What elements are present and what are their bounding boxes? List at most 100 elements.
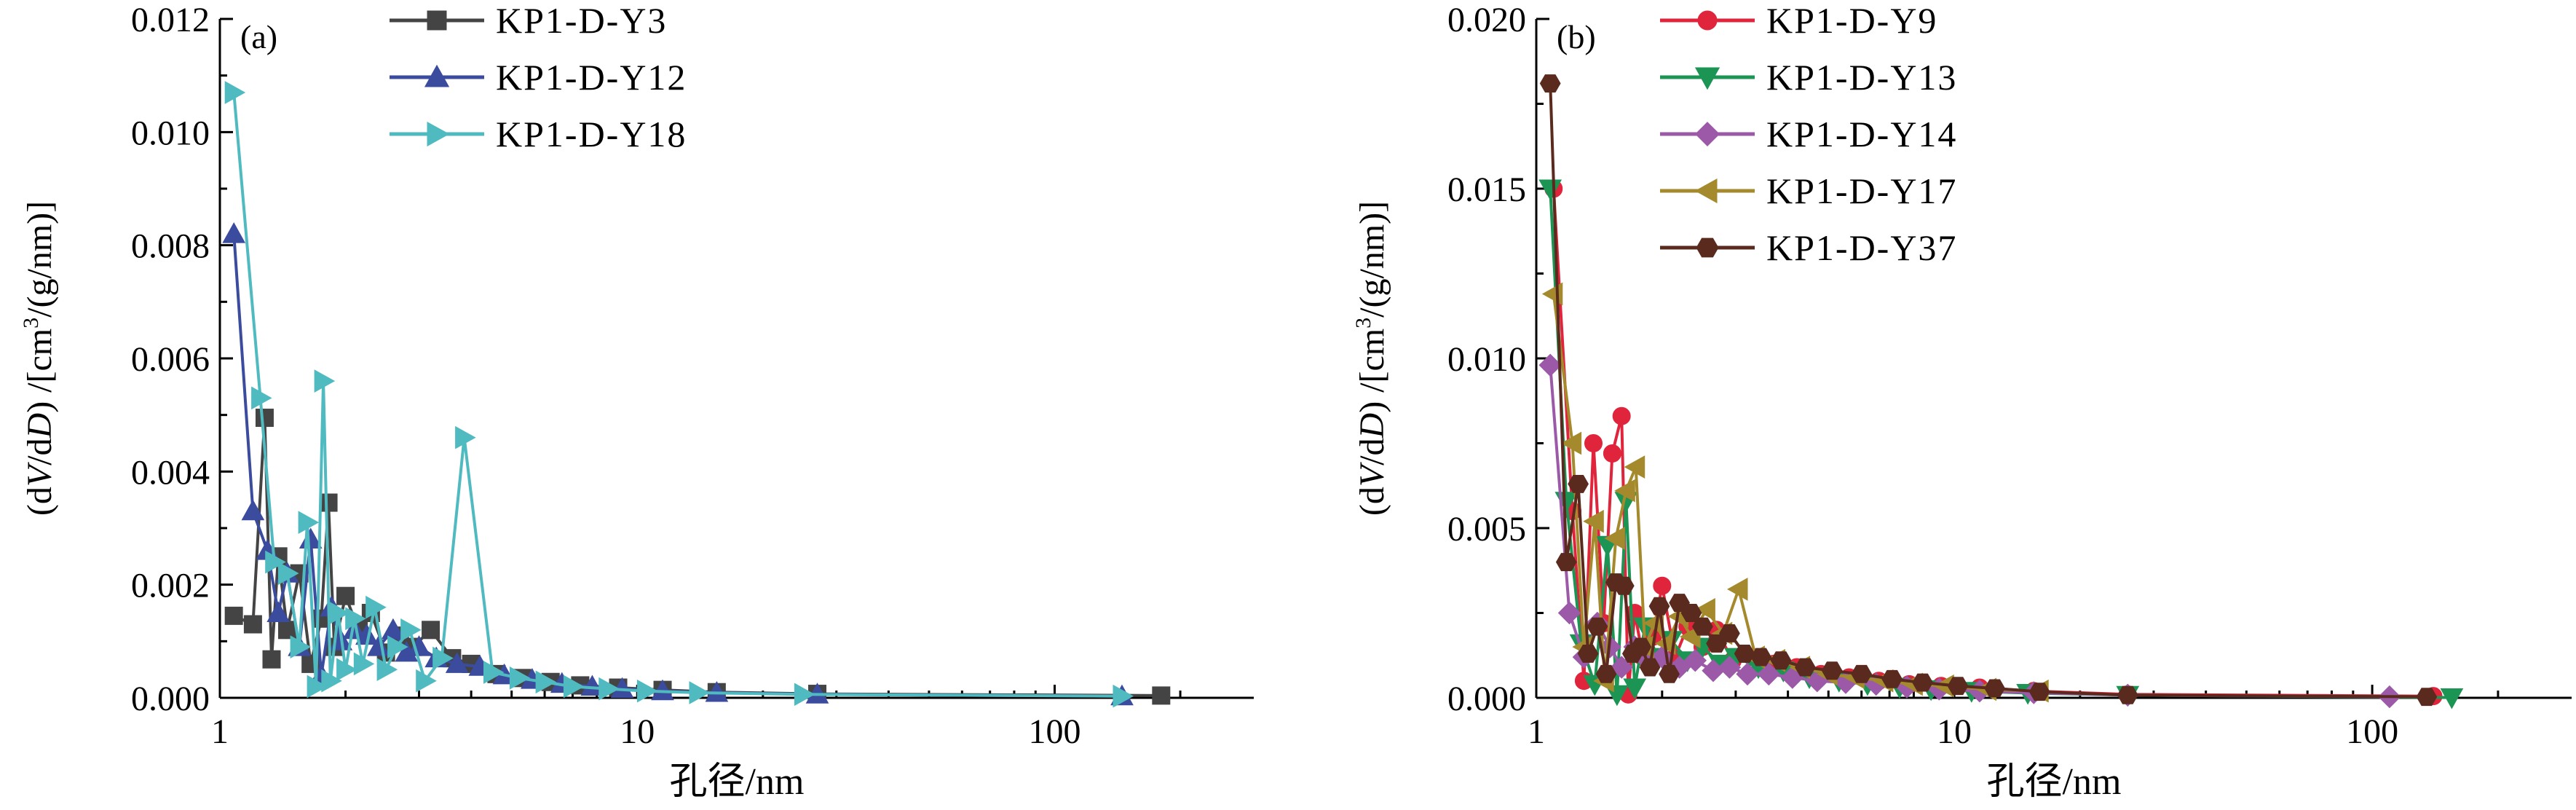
panel-tag: (b)	[1557, 18, 1596, 55]
data-point	[1152, 686, 1171, 705]
legend-label: KP1-D-Y14	[1766, 114, 1957, 154]
legend-marker	[427, 10, 447, 31]
data-point	[1726, 578, 1748, 601]
data-point	[535, 670, 557, 694]
data-point	[1623, 678, 1647, 700]
data-point	[1851, 664, 1873, 683]
data-point	[2028, 683, 2050, 701]
y-tick-label: 0.008	[131, 227, 210, 266]
y-tick-label: 0.006	[131, 340, 210, 379]
data-point	[387, 635, 408, 658]
legend-marker	[1697, 10, 1718, 31]
data-point	[1113, 684, 1134, 708]
data-point	[243, 615, 262, 634]
data-point	[598, 677, 620, 701]
data-point	[563, 675, 585, 699]
x-tick-label: 1	[211, 712, 229, 751]
data-point	[1603, 444, 1621, 463]
data-point	[265, 550, 286, 574]
data-point	[321, 669, 342, 693]
legend: KP1-D-Y3 KP1-D-Y12 KP1-D-Y18	[390, 0, 687, 154]
y-tick-label: 0.020	[1447, 1, 1526, 39]
data-point	[336, 658, 357, 682]
data-point	[1612, 406, 1631, 425]
data-point	[636, 679, 658, 703]
data-point	[251, 386, 272, 410]
legend-label: KP1-D-Y9	[1766, 0, 1937, 41]
data-point	[314, 369, 336, 393]
data-point	[367, 635, 390, 656]
data-point	[1555, 553, 1577, 572]
x-tick-label: 10	[620, 712, 655, 751]
data-point	[794, 683, 815, 707]
data-point	[1719, 624, 1740, 642]
legend-label: KP1-D-Y17	[1766, 170, 1957, 211]
data-point	[1557, 601, 1581, 625]
legend-label: KP1-D-Y37	[1766, 227, 1957, 268]
data-point	[224, 81, 246, 104]
data-point	[328, 601, 350, 625]
data-point	[1604, 527, 1625, 550]
data-point	[2440, 688, 2464, 709]
data-point	[422, 621, 440, 640]
data-point	[1584, 434, 1603, 452]
x-tick-label: 100	[2346, 712, 2398, 751]
legend-marker	[1695, 122, 1720, 147]
y-tick-label: 0.000	[131, 680, 210, 718]
y-tick-label: 0.010	[131, 114, 210, 152]
data-point	[266, 601, 291, 622]
x-tick-label: 100	[1028, 712, 1080, 751]
data-point	[1541, 282, 1563, 306]
data-point	[1947, 677, 1969, 696]
data-point	[222, 222, 246, 243]
data-point	[689, 681, 711, 704]
y-tick-label: 0.004	[131, 453, 210, 492]
legend-marker	[427, 121, 450, 147]
y-axis-label: (dV/dD) /[cm3/(g/nm)]	[19, 201, 59, 516]
chart-panel-a: 0.000 0.002 0.004 0.006 0.008 0.010 0.012 1 10 10…	[19, 0, 1254, 803]
legend-label: KP1-D-Y13	[1766, 57, 1957, 98]
y-tick-label: 0.015	[1447, 170, 1526, 209]
data-point	[1984, 679, 2006, 698]
data-point	[278, 621, 297, 640]
data-point	[1659, 664, 1680, 683]
data-point	[1736, 662, 1759, 686]
y-tick-label: 0.012	[131, 1, 210, 39]
data-point	[1750, 648, 1772, 667]
data-point	[483, 661, 505, 684]
data-point	[1538, 179, 1562, 201]
data-point	[509, 666, 531, 690]
data-point	[1648, 597, 1670, 616]
data-point	[1881, 669, 1903, 688]
data-point	[400, 618, 422, 642]
data-point	[1560, 431, 1582, 455]
data-point	[255, 409, 274, 428]
y-tick-label: 0.010	[1447, 340, 1526, 379]
x-tick-label: 10	[1937, 712, 1972, 751]
y-axis-label: (dV/dD) /[cm3/(g/nm)]	[1351, 201, 1391, 516]
data-point	[1539, 74, 1561, 93]
data-point	[1912, 673, 1933, 692]
data-point	[1734, 645, 1755, 663]
legend-label: KP1-D-Y3	[496, 0, 667, 41]
x-axis-label: 孔径/nm	[670, 761, 805, 803]
data-point	[1577, 645, 1599, 663]
data-point	[1757, 662, 1781, 686]
y-tick-label: 0.005	[1447, 510, 1526, 548]
data-point	[1587, 617, 1608, 636]
panel-tag: (a)	[240, 18, 277, 55]
data-point	[1653, 576, 1672, 595]
data-point	[307, 675, 328, 699]
data-point	[2416, 688, 2438, 707]
legend-marker	[424, 64, 450, 87]
data-point	[1614, 479, 1635, 503]
data-point	[224, 606, 243, 625]
data-point	[2117, 685, 2138, 704]
legend-label: KP1-D-Y18	[496, 114, 687, 154]
legend-marker	[1694, 178, 1718, 204]
legend-marker	[1696, 237, 1719, 258]
data-point	[366, 595, 387, 619]
data-point	[580, 675, 604, 696]
data-point	[1821, 661, 1843, 680]
